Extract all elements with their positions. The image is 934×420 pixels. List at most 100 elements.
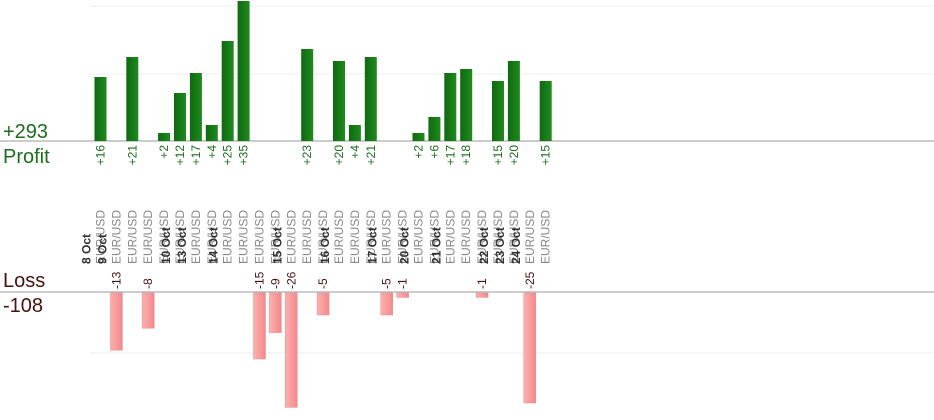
pair-label: EUR/USD: [412, 210, 426, 264]
profit-value-label: +20: [507, 145, 521, 166]
profit-value-label: +23: [300, 145, 314, 166]
pair-label: EUR/USD: [475, 210, 489, 264]
pair-label: EUR/USD: [427, 210, 441, 264]
loss-value-label: -8: [141, 278, 155, 289]
profit-bar: [507, 61, 520, 141]
profit-value-label: +6: [427, 145, 441, 159]
profit-value-label: +17: [443, 145, 457, 166]
labels-layer: +16EUR/USD-13EUR/USD+21EUR/USD-8EUR/USD+…: [80, 145, 553, 289]
profit-bar: [460, 69, 473, 141]
date-label: 8 Oct: [80, 234, 94, 264]
pair-label: EUR/USD: [237, 210, 251, 264]
profit-value-label: +17: [189, 145, 203, 166]
profit-bar: [412, 133, 425, 141]
pair-label: EUR/USD: [380, 210, 394, 264]
loss-bar: [110, 292, 123, 351]
pair-label: EUR/USD: [332, 210, 346, 264]
profit-bar: [333, 61, 345, 141]
pair-label: EUR/USD: [141, 210, 155, 264]
loss-value-label: -13: [109, 271, 123, 289]
profit-bar: [189, 73, 202, 141]
loss-value-label: -5: [380, 278, 394, 289]
pair-label: EUR/USD: [284, 210, 298, 264]
loss-label: Loss: [3, 270, 45, 292]
profit-total: +293: [3, 121, 48, 143]
profit-bar: [221, 41, 234, 141]
loss-value-label: -1: [475, 278, 489, 289]
profit-value-label: +2: [157, 145, 171, 159]
date-label: 14 Oct: [207, 227, 221, 264]
date-label: 17 Oct: [366, 227, 380, 264]
pair-label: EUR/USD: [348, 210, 362, 264]
pair-label: EUR/USD: [300, 210, 314, 264]
profit-bar: [301, 49, 314, 141]
date-label: 22 Oct: [477, 227, 491, 264]
profit-value-label: +18: [459, 145, 473, 166]
pair-label: EUR/USD: [443, 210, 457, 264]
profit-label: Profit: [3, 146, 50, 168]
pair-label: EUR/USD: [94, 210, 108, 264]
loss-value-label: -26: [284, 271, 298, 289]
pair-label: EUR/USD: [396, 210, 410, 264]
profit-value-label: +4: [348, 145, 362, 159]
date-label: 15 Oct: [270, 227, 284, 264]
date-label: 21 Oct: [429, 227, 443, 264]
profit-bar: [492, 81, 504, 141]
pair-label: EUR/USD: [364, 210, 378, 264]
date-label: 20 Oct: [398, 227, 412, 264]
pair-label: EUR/USD: [316, 210, 330, 264]
profit-bar: [94, 77, 107, 141]
bars-layer: [94, 1, 552, 408]
pair-label: EUR/USD: [539, 210, 553, 264]
loss-bar: [380, 292, 393, 316]
date-label: 16 Oct: [318, 227, 332, 264]
pair-label: EUR/USD: [253, 210, 267, 264]
date-label: 10 Oct: [159, 227, 173, 264]
loss-bar: [316, 292, 330, 316]
pair-label: EUR/USD: [205, 210, 219, 264]
pair-label: EUR/USD: [157, 210, 171, 264]
date-label: 23 Oct: [493, 227, 507, 264]
grid-lines: [0, 5, 934, 354]
profit-value-label: +4: [205, 145, 219, 159]
profit-value-label: +12: [173, 145, 187, 166]
loss-bar: [523, 292, 537, 404]
profit-value-label: +20: [332, 145, 346, 166]
loss-bar: [253, 292, 266, 360]
profit-value-label: +35: [237, 145, 251, 166]
profit-bar: [428, 117, 441, 141]
loss-bar: [396, 292, 409, 298]
profit-bar: [174, 93, 186, 141]
profit-value-label: +16: [94, 145, 108, 166]
loss-value-label: -5: [316, 278, 330, 289]
profit-value-label: +21: [364, 145, 378, 166]
profit-value-label: +15: [539, 145, 553, 166]
profit-bar: [364, 57, 377, 141]
pair-label: EUR/USD: [268, 210, 282, 264]
loss-bar: [475, 292, 489, 298]
profit-value-label: +21: [125, 145, 139, 166]
profit-bar: [444, 73, 457, 141]
profit-bar: [539, 81, 552, 141]
loss-value-label: -25: [523, 271, 537, 289]
loss-bar: [285, 292, 298, 408]
pair-label: EUR/USD: [491, 210, 505, 264]
pair-label: EUR/USD: [173, 210, 187, 264]
date-label: 9 Oct: [95, 234, 109, 264]
profit-value-label: +25: [221, 145, 235, 166]
loss-bar: [269, 292, 282, 333]
loss-value-label: -9: [268, 278, 282, 289]
profit-bar: [205, 125, 218, 141]
profit-bar: [348, 125, 361, 141]
profit-bar: [158, 133, 171, 141]
loss-value-label: -1: [396, 278, 410, 289]
pair-label: EUR/USD: [523, 210, 537, 264]
pair-label: EUR/USD: [125, 210, 139, 264]
profit-bar: [237, 1, 250, 141]
profit-value-label: +2: [412, 145, 426, 159]
loss-total: -108: [3, 295, 43, 317]
date-label: 24 Oct: [509, 227, 523, 264]
profit-bar: [126, 57, 139, 141]
pair-label: EUR/USD: [221, 210, 235, 264]
